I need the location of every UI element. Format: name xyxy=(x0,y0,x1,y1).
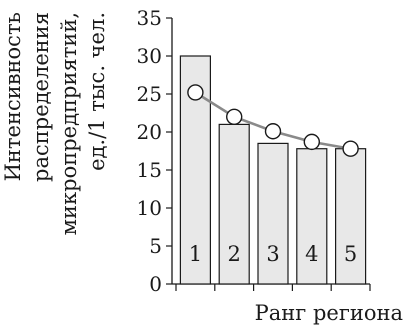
bars: 1 2 3 4 5 xyxy=(179,55,367,285)
bar-category-label: 1 xyxy=(189,242,202,266)
y-axis-label-line: распределения xyxy=(29,12,53,182)
y-tick-label: 0 xyxy=(149,272,162,296)
bar xyxy=(218,123,250,285)
bar-category-label: 5 xyxy=(344,242,357,266)
bar-category-label: 2 xyxy=(228,242,241,266)
y-tick-label: 25 xyxy=(137,82,162,106)
bar-category-label: 3 xyxy=(266,242,279,266)
y-tick-label: 5 xyxy=(149,234,162,258)
y-axis-label: Интенсивность распределения микропредприят… xyxy=(1,12,109,235)
y-tick-label: 30 xyxy=(137,44,162,68)
trend-marker xyxy=(303,133,320,151)
bar-category-label: 4 xyxy=(305,242,318,266)
trend-marker xyxy=(342,140,359,157)
y-axis-label-line: микропредприятий, xyxy=(57,12,81,235)
y-axis-label-line: Интенсивность xyxy=(1,12,25,181)
bar xyxy=(257,142,289,285)
x-axis-label: Ранг региона xyxy=(255,301,403,325)
y-ticks: 0 5 10 15 20 25 30 35 xyxy=(137,6,172,296)
y-tick-label: 10 xyxy=(137,196,162,220)
trend-marker xyxy=(264,123,282,140)
y-tick-label: 35 xyxy=(137,6,162,30)
trend-marker xyxy=(187,84,204,101)
markers xyxy=(187,84,359,157)
bar xyxy=(335,148,367,285)
y-tick-label: 15 xyxy=(137,158,162,182)
trend-marker xyxy=(225,108,243,126)
y-tick-label: 20 xyxy=(137,120,162,144)
y-axis-label-line: ед./1 тыс. чел. xyxy=(85,12,109,171)
